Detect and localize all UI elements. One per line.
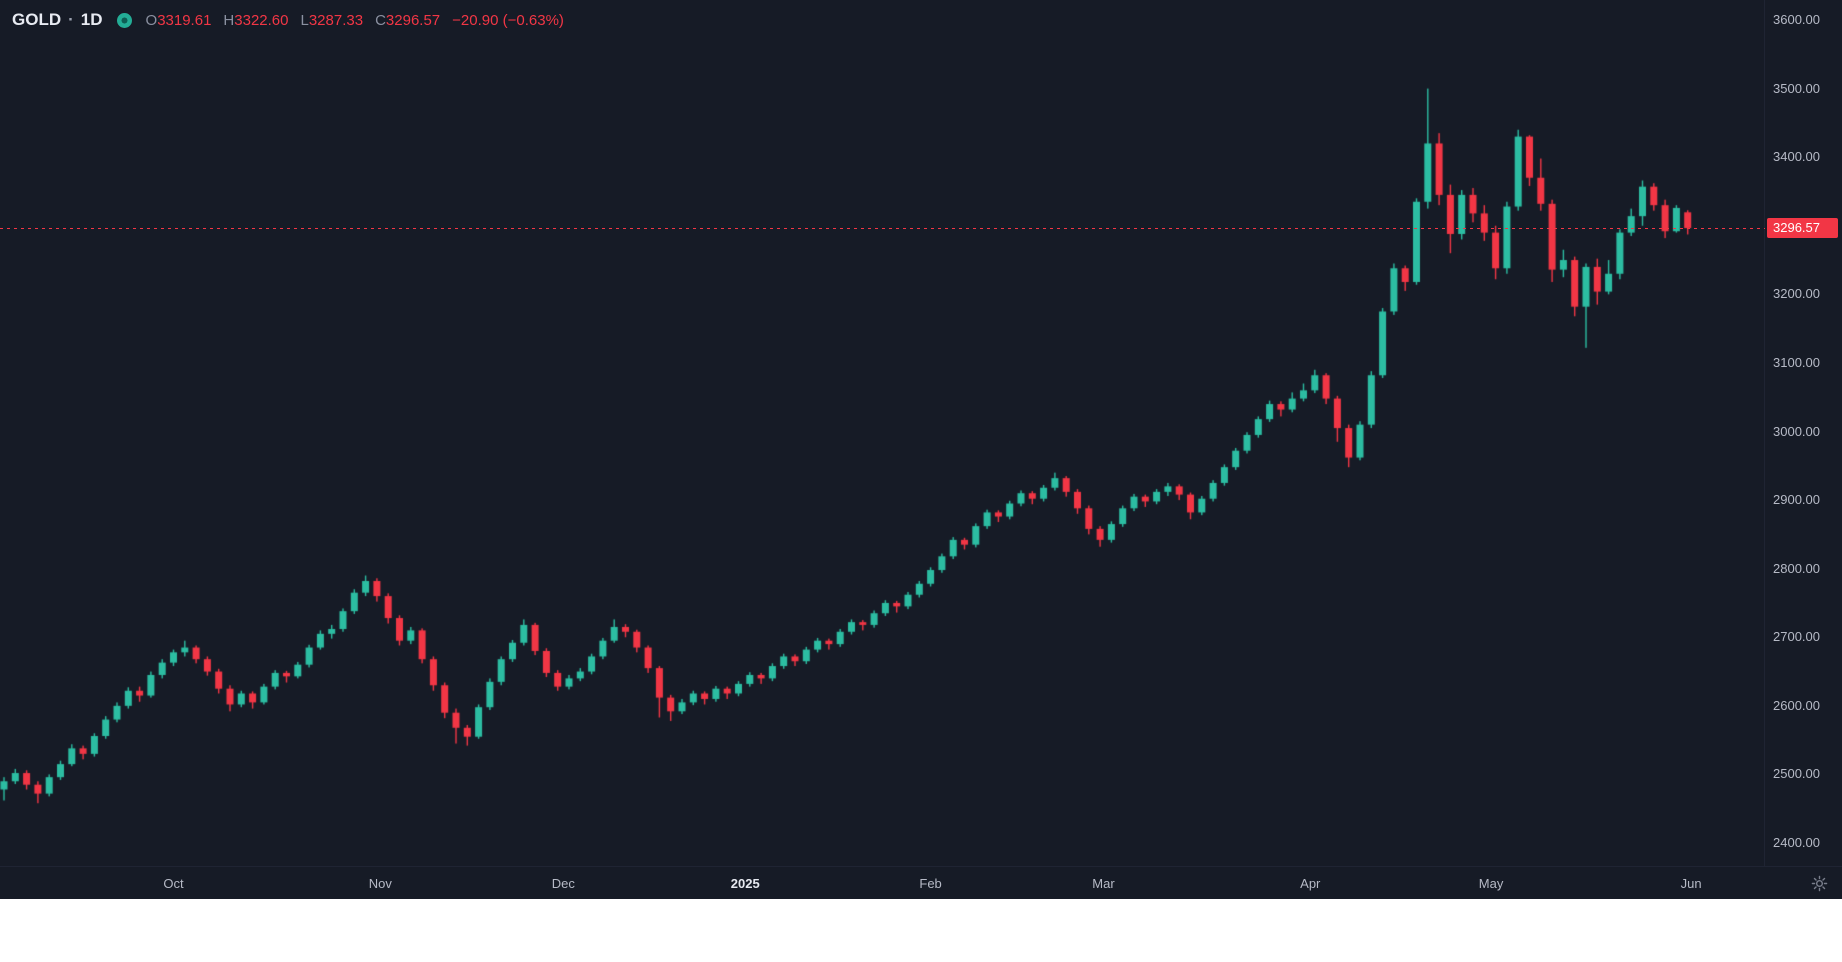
price-axis[interactable]: 3600.003500.003400.003300.003200.003100.… (1764, 0, 1842, 866)
time-axis-labels: Oct Nov Dec 2025 Feb Mar Apr May Jun (0, 867, 1765, 900)
ohlc-open-label: O (145, 11, 158, 29)
change-value: −20.90 (−0.63%) (452, 11, 564, 29)
price-tick-label: 3600.00 (1773, 12, 1820, 27)
price-tick-label: 3000.00 (1773, 423, 1820, 439)
price-tick-label: 3500.00 (1773, 80, 1820, 96)
page-background (0, 899, 1842, 962)
ohlc-low-value: 3287.33 (308, 11, 364, 29)
time-tick-label: Apr (1300, 876, 1321, 891)
symbol-legend: GOLD · 1D O3319.61 H3322.60 L3287.33 C32… (12, 10, 564, 30)
plot-area: GOLD · 1D O3319.61 H3322.60 L3287.33 C32… (0, 0, 1765, 866)
interval-label: 1D (80, 10, 103, 29)
ohlc-values: O3319.61 H3322.60 L3287.33 C3296.57 −20.… (146, 12, 564, 29)
price-tick-label: 2700.00 (1773, 629, 1820, 645)
chart-widget: GOLD · 1D O3319.61 H3322.60 L3287.33 C32… (0, 0, 1842, 900)
time-tick-label: 2025 (730, 876, 760, 891)
status-dot-icon (116, 12, 132, 28)
time-tick-label: Oct (163, 876, 184, 891)
legend-separator: · (68, 10, 74, 29)
symbol-title[interactable]: GOLD (12, 10, 62, 29)
symbol-group: GOLD · 1D (12, 10, 103, 30)
ohlc-close-value: 3296.57 (385, 11, 441, 29)
gear-icon[interactable] (1811, 875, 1828, 892)
price-tick-label: 3100.00 (1773, 354, 1820, 370)
time-tick-label: May (1478, 876, 1504, 891)
ohlc-high-label: H (223, 11, 235, 29)
time-axis[interactable]: Oct Nov Dec 2025 Feb Mar Apr May Jun (0, 866, 1842, 900)
candlestick-chart-canvas[interactable] (0, 0, 1765, 866)
time-tick-label: Jun (1680, 876, 1702, 891)
price-tick-label: 2800.00 (1773, 560, 1820, 576)
time-tick-label: Feb (919, 876, 942, 891)
ohlc-high: H3322.60 (223, 12, 288, 29)
time-tick-label: Nov (368, 876, 392, 891)
ohlc-low: L3287.33 (301, 12, 364, 29)
price-tick-label: 3200.00 (1773, 286, 1820, 302)
price-tick-label: 2600.00 (1773, 697, 1820, 713)
ohlc-low-label: L (300, 11, 309, 29)
price-tick-label: 3400.00 (1773, 149, 1820, 165)
last-price-tag: 3296.57 (1767, 218, 1838, 238)
ohlc-open: O3319.61 (146, 12, 212, 29)
ohlc-close: C3296.57 (375, 12, 440, 29)
ohlc-high-value: 3322.60 (234, 11, 289, 29)
last-price-line (0, 228, 1765, 229)
ohlc-close-label: C (375, 11, 386, 29)
time-tick-label: Dec (551, 876, 575, 891)
time-tick-label: Mar (1092, 876, 1115, 891)
price-tick-label: 2400.00 (1773, 835, 1820, 850)
ohlc-open-value: 3319.61 (157, 11, 212, 29)
price-tick-label: 2500.00 (1773, 766, 1820, 782)
price-tick-label: 2900.00 (1773, 492, 1820, 508)
